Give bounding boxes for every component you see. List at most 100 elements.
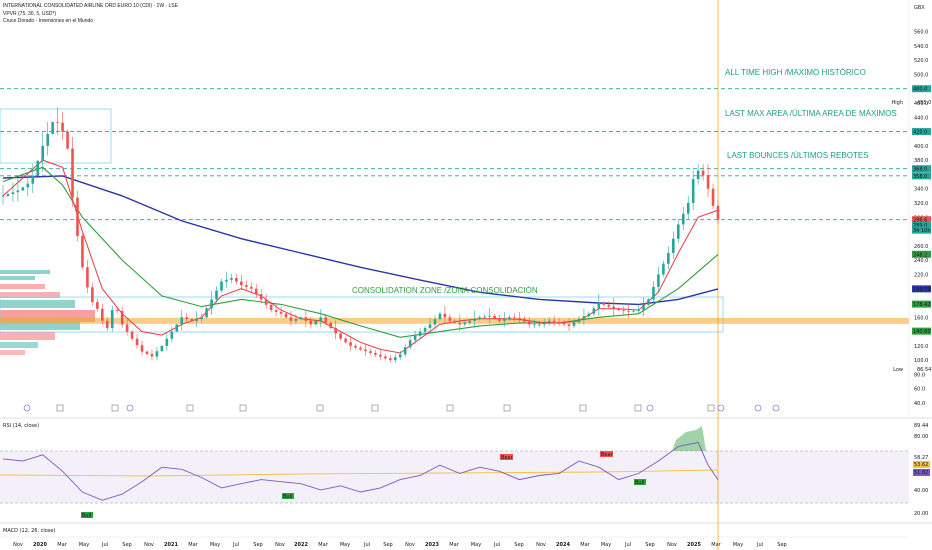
annotation-consolidation: CONSOLIDATION ZONE /ZONA CONSOLIDACIÓN <box>352 286 538 295</box>
candle-body <box>96 302 99 309</box>
candle-body <box>433 319 437 325</box>
high-word: High <box>892 100 904 106</box>
candle-body <box>503 319 506 321</box>
rsi-band <box>0 451 909 503</box>
rsi-scale-tick: 20.00 <box>914 511 928 517</box>
time-tick: Nov <box>13 542 23 548</box>
candle-body <box>334 328 337 334</box>
earnings-marker <box>446 404 454 412</box>
candle-body <box>662 263 665 275</box>
low-value: 86.54 <box>917 367 931 373</box>
time-axis: Nov 2020 Mar May Jul Sep Nov 2021 Mar May Jul Sep No… <box>13 542 787 548</box>
candle-body <box>115 310 119 312</box>
currency-label: GBX <box>914 5 925 11</box>
candle-body <box>220 281 223 291</box>
candle-body <box>557 321 561 323</box>
candle-body <box>274 310 278 312</box>
candle-body <box>567 324 571 326</box>
candle-body <box>528 321 531 325</box>
rsi-ma-tag <box>913 461 930 468</box>
candle-body <box>230 278 233 280</box>
price-tag-box <box>912 327 931 335</box>
price-tag-box <box>912 226 931 234</box>
price-tick: 240.0 <box>914 258 928 264</box>
candle-body <box>413 335 417 341</box>
candle-body <box>264 299 268 305</box>
price-tick: 400.0 <box>914 144 928 150</box>
price-tick: 520.0 <box>914 58 928 64</box>
candle-body <box>51 122 54 134</box>
candle-body <box>537 324 541 326</box>
earnings-marker <box>579 404 587 412</box>
volume-profile <box>0 270 95 355</box>
time-tick: Sep <box>122 542 131 548</box>
price-tag: 420.0 <box>913 130 927 136</box>
candle-body <box>86 267 89 288</box>
bull-label: Bull <box>82 513 91 519</box>
time-tick: Nov <box>405 542 415 548</box>
candle-body <box>165 338 169 346</box>
time-tick: Sep <box>645 542 654 548</box>
candle-body <box>478 317 481 320</box>
candle-body <box>210 299 213 309</box>
candle-body <box>66 131 69 149</box>
rsi-scale-tick: 58.27 <box>914 455 928 461</box>
time-tick: 2021 <box>164 542 178 548</box>
earnings-marker <box>239 404 247 412</box>
ema-slow-line <box>2 175 719 306</box>
candle-body <box>523 318 526 322</box>
vpvr-indicator-label[interactable]: VPVR (75, 30, 5, USD*) <box>3 11 57 17</box>
rsi-scale-tick: 89.44 <box>914 423 928 429</box>
price-tag: 34 10h <box>913 228 930 234</box>
price-tick: 120.0 <box>914 344 928 350</box>
chart-title: INTERNATIONAL CONSOLIDATED AIRLINE ORD E… <box>3 3 178 9</box>
price-tag: 199.79 <box>913 287 931 293</box>
candle-body <box>597 303 601 309</box>
time-tick: Mar <box>711 542 721 548</box>
candle-body <box>403 347 407 355</box>
candle-body <box>657 274 660 287</box>
candle-body <box>423 328 427 332</box>
dividend-marker <box>23 404 31 412</box>
time-tick: Sep <box>514 542 523 548</box>
candle-body <box>716 205 720 220</box>
candle-body <box>448 317 452 321</box>
rsi-scale-tick: 80.00 <box>914 434 928 440</box>
candle-body <box>443 313 447 318</box>
price-tick: 60.0 <box>914 387 925 393</box>
candle-body <box>56 122 59 123</box>
ema-fast-line <box>2 159 719 354</box>
earnings-marker <box>707 404 715 412</box>
candle-body <box>617 308 620 311</box>
candle-body <box>359 347 362 350</box>
candle-body <box>61 122 64 132</box>
candle-body <box>458 322 462 325</box>
candle-body <box>244 285 248 287</box>
candle-body <box>319 317 323 321</box>
rsi-scale-tick: 53.62 <box>914 462 928 468</box>
earnings-marker <box>371 404 379 412</box>
candle-body <box>140 345 144 352</box>
price-tick: 260.0 <box>914 244 928 250</box>
candle-body <box>1 195 5 197</box>
annotation-ath: ALL TIME HIGH /MAXIMO HISTÓRICO <box>725 68 866 77</box>
candle-body <box>26 183 30 188</box>
time-tick: May <box>471 542 481 548</box>
price-tag: 358.0 <box>913 174 927 180</box>
candle-body <box>125 324 129 332</box>
candle-body <box>235 278 238 282</box>
candle-body <box>592 308 596 314</box>
candle-body <box>388 358 392 361</box>
candle-body <box>498 318 501 321</box>
candle-body <box>473 319 477 321</box>
bear-label: Bear <box>501 455 514 461</box>
candle-body <box>408 340 412 348</box>
time-tick: May <box>210 542 220 548</box>
price-tag: 296.6 <box>913 218 927 224</box>
macd-label: MACD (12, 26, close) <box>3 528 55 534</box>
time-tick: Jul <box>101 542 108 548</box>
candle-body <box>418 331 422 336</box>
candle-body <box>463 322 467 325</box>
candle-body <box>91 287 94 303</box>
